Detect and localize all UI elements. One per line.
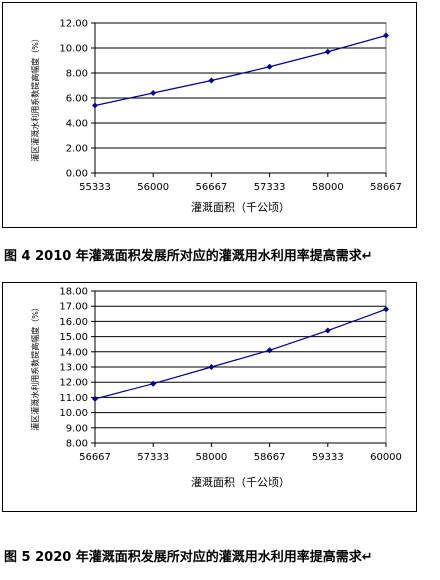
x-tick-label: 58667: [370, 182, 402, 193]
series-line: [94, 34, 387, 107]
data-point: [324, 327, 331, 334]
y-tick-label: 9.00: [66, 423, 88, 434]
series-line: [94, 308, 387, 400]
y-tick-label: 8.00: [66, 69, 88, 80]
x-tick-label: 56667: [79, 452, 111, 463]
y-tick-label: 14.00: [59, 347, 88, 358]
data-point: [266, 63, 273, 70]
y-tick-label: 6.00: [66, 94, 88, 105]
y-tick-label: 13.00: [59, 363, 88, 374]
data-point: [150, 380, 157, 387]
chart-panel-2020: 8.00 9.00 10.00 11.00 12.00 13.00 14.00 15.00 16…: [2, 282, 417, 512]
data-point: [150, 90, 157, 96]
data-point: [92, 395, 98, 402]
data-point: [383, 306, 389, 313]
y-tick-label: 10.00: [59, 44, 88, 55]
x-tick-label: 58667: [254, 452, 286, 463]
data-point: [92, 102, 98, 109]
y-axis-title: 灌区灌溉水利用系数提高幅度（%）: [30, 34, 40, 162]
y-axis-title: 灌区灌溉水利用系数提高幅度（%）: [30, 303, 40, 431]
y-tick-label: 18.00: [59, 287, 88, 298]
x-axis-title: 灌溉面积（千公顷）: [191, 476, 290, 489]
y-tick-label: 8.00: [66, 439, 88, 450]
x-tick-label: 60000: [370, 452, 402, 463]
figure-caption-2010: 图 4 2010 年灌溉面积发展所对应的灌溉用水利用率提高需求↵: [4, 249, 373, 264]
y-tick-label: 10.00: [59, 408, 88, 419]
chart-2010: 0.00 2.00 4.00 6.00 8.00 10.00 12.00 55333 56000…: [30, 19, 402, 215]
y-tick-label: 4.00: [66, 119, 88, 130]
data-point: [383, 32, 389, 39]
figure-caption-2020: 图 5 2020 年灌溉面积发展所对应的灌溉用水利用率提高需求↵: [4, 550, 373, 565]
y-tick-label: 12.00: [59, 378, 88, 389]
y-tick-label: 12.00: [59, 19, 88, 30]
data-point: [208, 77, 215, 84]
y-tick-label: 2.00: [66, 144, 88, 155]
y-tick-label: 11.00: [59, 393, 88, 404]
x-axis-title: 灌溉面积（千公顷）: [191, 201, 290, 214]
data-point: [266, 347, 273, 354]
x-tick-label: 56667: [195, 182, 227, 193]
data-point: [324, 48, 331, 55]
x-tick-label: 57333: [137, 452, 169, 463]
x-tick-label: 56000: [137, 182, 169, 193]
data-point: [208, 364, 215, 370]
y-tick-label: 16.00: [59, 317, 88, 328]
y-tick-label: 0.00: [66, 169, 88, 180]
chart-2020: 8.00 9.00 10.00 11.00 12.00 13.00 14.00 15.00 16…: [30, 287, 402, 490]
y-tick-label: 17.00: [59, 302, 88, 313]
x-tick-label: 59333: [312, 452, 344, 463]
x-tick-label: 57333: [254, 182, 286, 193]
x-tick-label: 58000: [195, 452, 227, 463]
x-tick-label: 55333: [79, 182, 111, 193]
x-tick-label: 58000: [312, 182, 344, 193]
y-tick-label: 15.00: [59, 332, 88, 343]
chart-panel-2010: 0.00 2.00 4.00 6.00 8.00 10.00 12.00 55333 56000…: [2, 2, 417, 228]
